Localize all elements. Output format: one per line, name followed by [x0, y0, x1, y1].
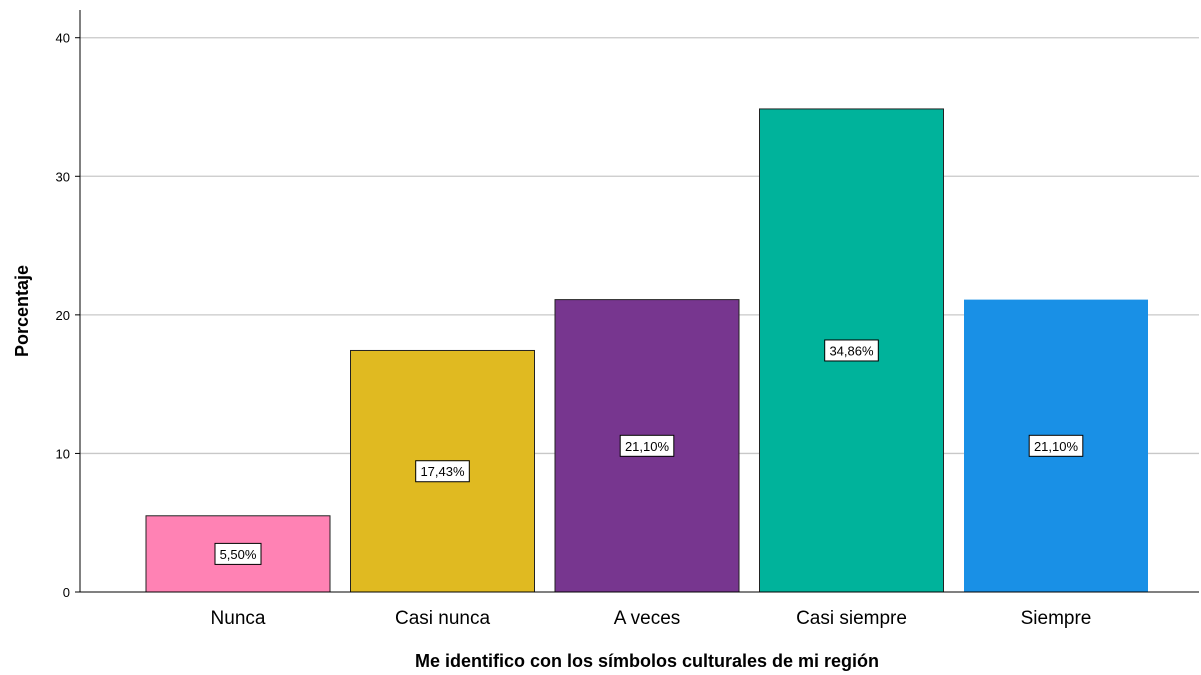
data-label: 21,10% — [625, 439, 670, 454]
y-axis-title: Porcentaje — [12, 265, 32, 357]
x-tick-label: A veces — [614, 608, 681, 629]
data-labels: 5,50% 17,43% 21,10% 34,86% 21,10% — [214, 339, 1084, 565]
y-tick-label: 20 — [56, 308, 70, 323]
data-label-box — [824, 339, 879, 362]
x-tick-label: Casi siempre — [796, 608, 907, 629]
y-tick-label: 10 — [56, 446, 70, 461]
x-tick-label: Siempre — [1021, 608, 1092, 629]
y-tick-label: 30 — [56, 169, 70, 184]
data-label-box — [1028, 434, 1084, 457]
data-label-box — [415, 460, 470, 483]
tick-labels: 0 10 20 30 40 Nunca Casi nunca A veces Casi siem… — [56, 31, 1092, 629]
axes — [75, 10, 1199, 593]
data-label: 5,50% — [220, 547, 257, 562]
data-label-box — [619, 434, 675, 457]
x-axis-title: Me identifico con los símbolos culturale… — [415, 651, 879, 671]
x-tick-label: Casi nunca — [395, 608, 490, 629]
bars — [145, 108, 1148, 593]
data-label-box — [214, 542, 262, 565]
data-label: 21,10% — [1034, 439, 1079, 454]
data-label: 17,43% — [420, 464, 465, 479]
y-tick-label: 40 — [56, 31, 70, 46]
x-tick-label: Nunca — [211, 608, 266, 629]
data-label: 34,86% — [829, 343, 874, 358]
y-tick-label: 0 — [63, 585, 70, 600]
